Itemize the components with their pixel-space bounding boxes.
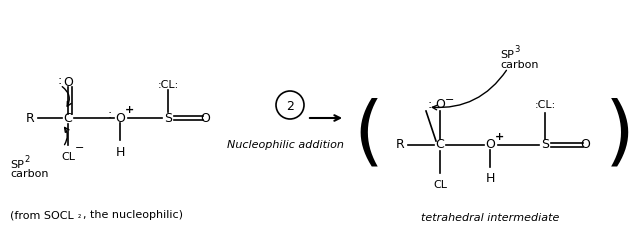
Text: :CL:: :CL: — [535, 100, 556, 110]
Text: −: − — [445, 95, 454, 105]
Text: :: : — [58, 73, 62, 87]
Text: R: R — [26, 111, 35, 125]
Text: 2: 2 — [24, 156, 29, 164]
Text: :CL:: :CL: — [158, 80, 179, 90]
Text: ₂: ₂ — [78, 211, 81, 219]
Text: O: O — [200, 111, 210, 125]
Text: (: ( — [353, 98, 383, 172]
Text: tetrahedral intermediate: tetrahedral intermediate — [420, 213, 559, 223]
Text: C: C — [63, 111, 72, 125]
Text: H: H — [485, 173, 495, 185]
Text: :: : — [108, 108, 112, 121]
Text: O: O — [435, 98, 445, 111]
Text: CL: CL — [61, 152, 75, 162]
Text: +: + — [126, 105, 135, 115]
Text: :: : — [428, 98, 432, 111]
FancyArrowPatch shape — [432, 70, 506, 110]
Text: carbon: carbon — [500, 60, 538, 70]
Text: , the nucleophilic): , the nucleophilic) — [83, 210, 183, 220]
Text: CL: CL — [433, 180, 447, 190]
Text: S: S — [541, 139, 549, 152]
Text: 3: 3 — [514, 46, 519, 55]
Text: H: H — [115, 147, 125, 160]
Text: S: S — [164, 111, 172, 125]
FancyArrowPatch shape — [62, 87, 71, 106]
Text: SP: SP — [500, 50, 514, 60]
Text: Nucleophilic addition: Nucleophilic addition — [226, 140, 344, 150]
Text: O: O — [580, 139, 590, 152]
FancyArrowPatch shape — [65, 127, 69, 145]
Text: carbon: carbon — [10, 169, 49, 179]
Text: −: − — [75, 143, 85, 153]
Text: ): ) — [605, 98, 635, 172]
Text: C: C — [436, 139, 444, 152]
Text: R: R — [395, 139, 404, 152]
Text: O: O — [115, 111, 125, 125]
Text: +: + — [495, 132, 504, 142]
Text: 2: 2 — [286, 100, 294, 113]
Text: O: O — [485, 139, 495, 152]
Text: (from SOCL: (from SOCL — [10, 210, 74, 220]
Text: SP: SP — [10, 160, 24, 170]
Text: O: O — [63, 76, 73, 88]
